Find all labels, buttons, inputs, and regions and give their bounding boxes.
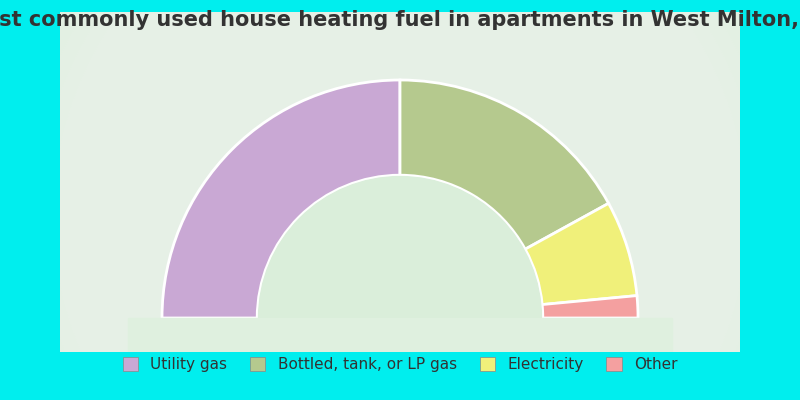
Wedge shape <box>525 203 637 304</box>
Wedge shape <box>400 80 609 249</box>
Legend: Utility gas, Bottled, tank, or LP gas, Electricity, Other: Utility gas, Bottled, tank, or LP gas, E… <box>117 351 683 378</box>
Wedge shape <box>542 296 638 318</box>
Bar <box>128 318 672 400</box>
Circle shape <box>258 176 542 400</box>
Text: Most commonly used house heating fuel in apartments in West Milton, PA: Most commonly used house heating fuel in… <box>0 10 800 30</box>
Wedge shape <box>162 80 400 318</box>
